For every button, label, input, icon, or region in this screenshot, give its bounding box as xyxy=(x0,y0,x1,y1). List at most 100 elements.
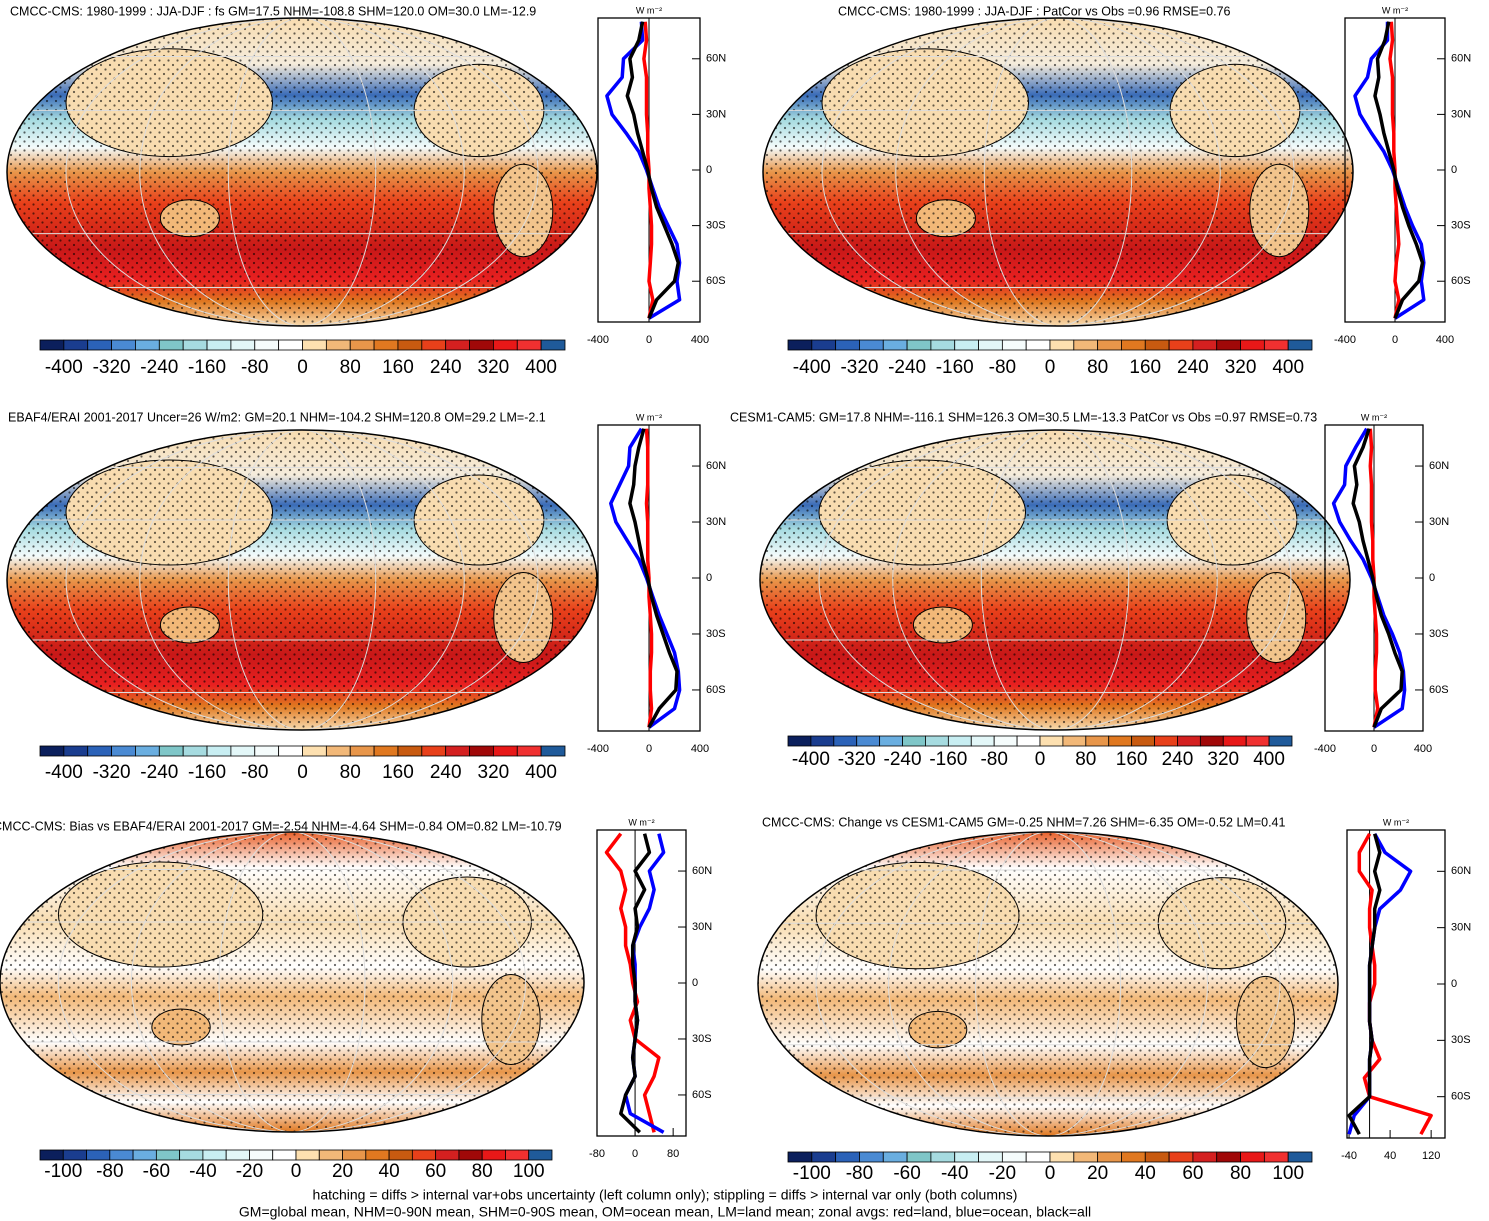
y-tick-label: 60N xyxy=(1451,53,1471,65)
colorbar-box xyxy=(365,1149,390,1161)
colorbar-label: 0 xyxy=(291,1161,302,1182)
y-tick-label: 60S xyxy=(706,275,726,287)
y-tick-label: 60N xyxy=(706,53,726,65)
colorbar-label: -80 xyxy=(980,749,1007,770)
x-tick-label: -400 xyxy=(587,743,609,755)
colorbar-box xyxy=(930,1151,956,1163)
colorbar-label: 0 xyxy=(1045,1163,1056,1184)
colorbar-label: 240 xyxy=(1162,749,1194,770)
x-tick-label: 400 xyxy=(1436,334,1454,346)
colorbar-box xyxy=(179,1149,204,1161)
y-tick-label: 0 xyxy=(706,164,712,176)
colorbar-box xyxy=(978,339,1003,351)
colorbar-box xyxy=(278,745,303,757)
map-border xyxy=(762,17,1354,327)
x-tick-label: 400 xyxy=(691,334,709,346)
colorbar-label: 320 xyxy=(1225,357,1257,378)
colorbar-box xyxy=(505,1149,530,1161)
colorbar-box xyxy=(1097,1151,1122,1163)
colorbar-box xyxy=(1240,1151,1265,1163)
colorbar-label: -100 xyxy=(44,1161,82,1182)
colorbar-box xyxy=(445,339,470,351)
x-tick-label: -400 xyxy=(1334,334,1356,346)
colorbar-box xyxy=(158,745,184,757)
map-meridian xyxy=(139,18,465,326)
colorbar-box xyxy=(318,1149,343,1161)
colorbar-box xyxy=(882,1151,908,1163)
colorbar-box xyxy=(397,745,423,757)
x-tick-label: 0 xyxy=(1392,334,1398,346)
colorbar-box xyxy=(39,745,65,757)
colorbar-box xyxy=(349,339,375,351)
colorbar-label: -20 xyxy=(989,1163,1016,1184)
colorbar-box xyxy=(1199,735,1224,747)
y-tick-label: 30N xyxy=(1429,516,1449,528)
colorbar-box xyxy=(833,735,858,747)
colorbar-box xyxy=(109,1149,134,1161)
map-meridian xyxy=(130,832,454,1132)
map-border xyxy=(757,831,1339,1137)
colorbar-label: -40 xyxy=(189,1161,216,1182)
map-stipple xyxy=(758,832,1338,1136)
colorbar-label: -400 xyxy=(792,749,830,770)
y-tick-label: 30S xyxy=(1451,1034,1471,1046)
colorbar-box xyxy=(421,339,447,351)
footer-line: GM=global mean, NHM=0-90N mean, SHM=0-90… xyxy=(239,1204,1091,1220)
map-meridian xyxy=(227,430,377,730)
zonal-line xyxy=(625,21,681,319)
colorbar-box xyxy=(954,1151,979,1163)
panel-title: EBAF4/ERAI 2001-2017 Uncer=26 W/m2: GM=2… xyxy=(8,410,546,424)
colorbar-box xyxy=(1216,339,1241,351)
colorbar-box xyxy=(373,745,399,757)
y-tick-label: 60N xyxy=(706,460,726,472)
map-border xyxy=(6,17,598,327)
colorbar-box xyxy=(135,745,160,757)
colorbar-box xyxy=(835,1151,860,1163)
colorbar-box xyxy=(1263,339,1289,351)
colorbar-box xyxy=(272,1149,297,1161)
colorbar-box xyxy=(63,745,89,757)
colorbar-box xyxy=(1245,735,1270,747)
y-tick-label: 30N xyxy=(1451,108,1471,120)
zonal-frame xyxy=(596,829,687,1137)
colorbar-label: -160 xyxy=(929,749,967,770)
colorbar-box xyxy=(435,1149,460,1161)
colorbar-label: 40 xyxy=(379,1161,400,1182)
y-tick-label: 30S xyxy=(1451,220,1471,232)
y-tick-label: 0 xyxy=(692,977,698,989)
map xyxy=(758,832,1338,1136)
colorbar-box xyxy=(155,1149,181,1161)
colorbar-label: -400 xyxy=(45,357,83,378)
colorbar-box xyxy=(906,1151,932,1163)
map-stipple xyxy=(760,430,1350,730)
zonal-line xyxy=(609,427,682,729)
colorbar-box xyxy=(87,745,112,757)
colorbar-label: 0 xyxy=(297,762,308,783)
colorbar-label: 320 xyxy=(1207,749,1239,770)
map-meridian xyxy=(65,18,539,326)
map-meridian xyxy=(892,430,1218,730)
x-tick-label: 0 xyxy=(1371,743,1377,755)
colorbar-label: -320 xyxy=(93,762,131,783)
colorbar-box xyxy=(421,745,447,757)
map-meridian xyxy=(895,18,1221,326)
map xyxy=(763,18,1353,326)
colorbar-box xyxy=(202,1149,227,1161)
map xyxy=(0,832,584,1132)
colorbar-label: -320 xyxy=(838,749,876,770)
colorbar-label: 100 xyxy=(1272,1163,1304,1184)
colorbar-label: -320 xyxy=(840,357,878,378)
colorbar-label: -240 xyxy=(884,749,922,770)
y-tick-label: 60S xyxy=(692,1089,712,1101)
zonal-line xyxy=(1357,832,1433,1136)
colorbar-box xyxy=(906,339,932,351)
map-meridian xyxy=(980,430,1130,730)
zonal-line xyxy=(1351,428,1404,728)
colorbar-box xyxy=(206,745,232,757)
y-tick-label: 30S xyxy=(706,220,726,232)
colorbar-box xyxy=(1268,735,1293,747)
colorbar-box xyxy=(540,745,566,757)
colorbar-box xyxy=(39,1149,64,1161)
zonal-line xyxy=(1373,21,1425,319)
colorbar-box xyxy=(1062,735,1087,747)
